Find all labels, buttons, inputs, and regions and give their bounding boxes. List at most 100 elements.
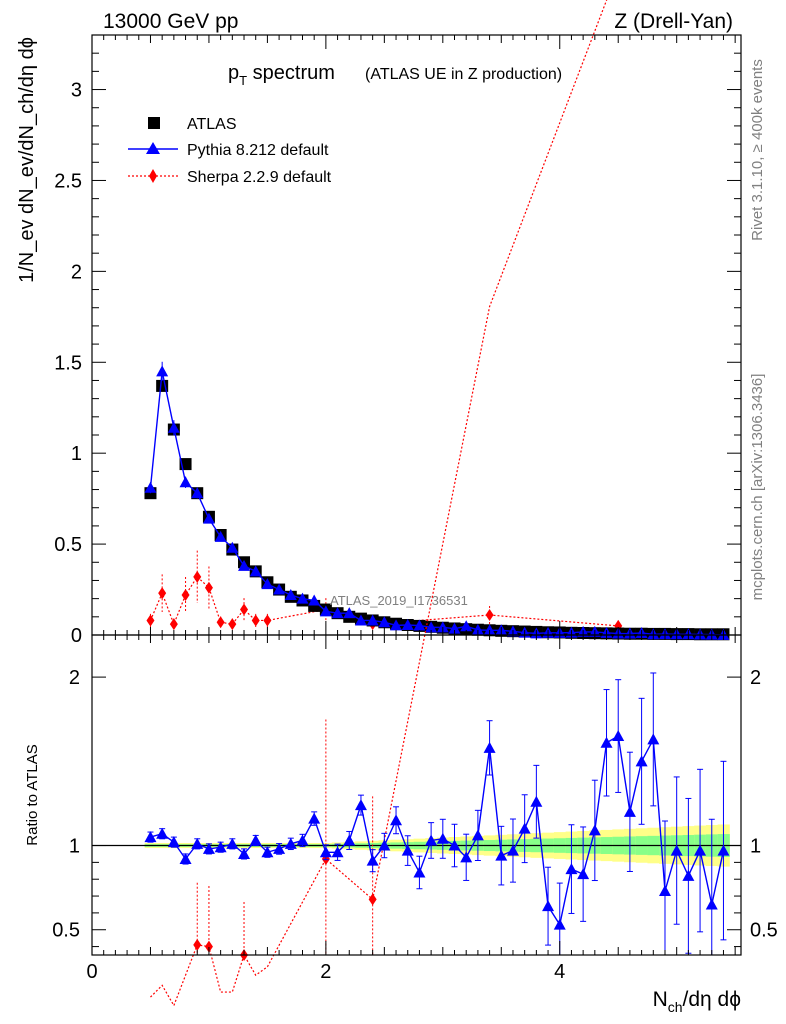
sherpa-point [485,609,494,621]
pythia-point [319,605,332,617]
sherpa-point [193,570,202,583]
pythia-ratio-point [612,730,625,742]
sherpa-point [228,618,237,631]
pythia-point [261,578,274,590]
ratio-frame [91,634,742,956]
pythia-point [460,620,473,632]
pythia-ratio-point [705,898,718,910]
pythia-ratio-point [542,900,555,912]
pythia-point [331,607,344,619]
legend: ATLAS Pythia 8.212 default Sherpa 2.2.9 … [128,116,332,186]
pythia-ratio-point [530,795,543,807]
pythia-ratio-point [202,842,215,854]
y-axis-label: 1/N_ev dN_ev/dN_ch/dη dϕ [16,37,38,283]
ratio-y-tick-label: 0.5 [52,920,80,942]
pythia-point [436,621,449,633]
y-tick-label: 2.5 [54,170,82,192]
sherpa-point [240,603,249,616]
sherpa-ratio-point [193,938,202,951]
collision-label: 13000 GeV pp [103,10,238,33]
sherpa-point [158,587,167,600]
pythia-ratio-point [308,812,321,824]
ratio-y-tick-label: 1 [69,836,80,858]
pythia-ratio-point [436,832,449,844]
pythia-ratio-point [331,846,344,858]
y-tick-label: 2 [71,261,82,283]
pythia-ratio-point [717,844,730,856]
mcplots-label: mcplots.cern.ch [arXiv:1306.3436] [749,374,766,601]
legend-sherpa-marker [149,169,157,183]
rivet-label: Rivet 3.1.10, ≥ 400k events [749,59,766,241]
ratio-axis-ticks: 0.5 0.5 1 1 2 2 [52,635,778,955]
legend-atlas-label: ATLAS [187,116,237,133]
pythia-point [343,607,356,619]
legend-pythia-label: Pythia 8.212 default [187,142,329,159]
pythia-ratio-point [658,885,671,896]
ratio-y-tick-label-right: 1 [750,836,761,858]
pythia-ratio-point [401,844,414,856]
pythia-ratio-point [460,851,473,863]
pythia-point [249,565,262,577]
pythia-ratio-point [226,837,239,849]
pythia-ratio-point [553,918,566,930]
legend-sherpa-label: Sherpa 2.2.9 default [187,169,332,186]
y-tick-label: 0.5 [54,534,82,556]
pythia-point [179,476,192,488]
y-tick-label: 0 [71,625,82,647]
sherpa-point [216,616,225,629]
y-tick-label: 1.5 [54,352,82,374]
ratio-y-tick-label: 2 [69,667,80,689]
pythia-ratio-point [261,846,274,858]
pythia-ratio-point [565,863,578,875]
pythia-ratio-point [319,846,332,858]
pythia-ratio-point [191,837,204,849]
pythia-ratio-point [249,834,262,846]
pythia-ratio-point [694,844,707,856]
pythia-ratio-point [214,841,227,853]
pythia-ratio-point [413,866,426,878]
pythia-ratio-point [588,824,601,836]
pythia-ratio-point [682,869,695,881]
sherpa-ratio-point [204,940,213,953]
pythia-point [167,421,180,433]
x-tick-label: 0 [86,961,97,983]
pythia-ratio-point [518,822,531,834]
y-tick-label: 3 [71,80,82,102]
pythia-ratio-point [635,755,648,767]
pythia-point [366,614,379,626]
ratio-panel: 0.5 0.5 1 1 2 2 [52,0,778,1007]
pythia-point [425,621,438,633]
pythia-point [214,530,227,542]
sherpa-point [204,581,213,594]
pythia-ratio-point [390,814,403,826]
y-tick-label: 1 [71,443,82,465]
pythia-point [273,583,286,595]
pythia-ratio-point [378,839,391,851]
legend-atlas-marker [148,117,160,129]
pythia-ratio-point [495,849,508,861]
pythia-ratio-point [366,854,379,866]
pythia-point [226,541,239,553]
pythia-ratio-point [273,842,286,854]
sherpa-point [169,618,178,631]
sherpa-point [251,614,260,627]
sherpa-point [146,614,155,627]
pythia-point [296,592,309,604]
pythia-point [378,616,391,628]
analysis-label: ATLAS_2019_I1736531 [330,593,468,608]
pythia-ratio-point [471,829,484,841]
pythia-point [308,594,321,606]
pythia-ratio-point [483,741,496,753]
pythia-point [390,619,403,631]
pythia-point [471,623,484,635]
pythia-point [238,559,251,571]
chart-subtitle: (ATLAS UE in Z production) [365,66,562,83]
pythia-ratio-point [156,827,169,839]
pythia-ratio-point [296,834,309,846]
pythia-point [191,487,204,499]
pythia-ratio-point [354,799,367,811]
ratio-y-tick-label-right: 0.5 [750,920,778,942]
pythia-ratio-point [284,837,297,849]
pythia-ratio-point [448,839,461,851]
